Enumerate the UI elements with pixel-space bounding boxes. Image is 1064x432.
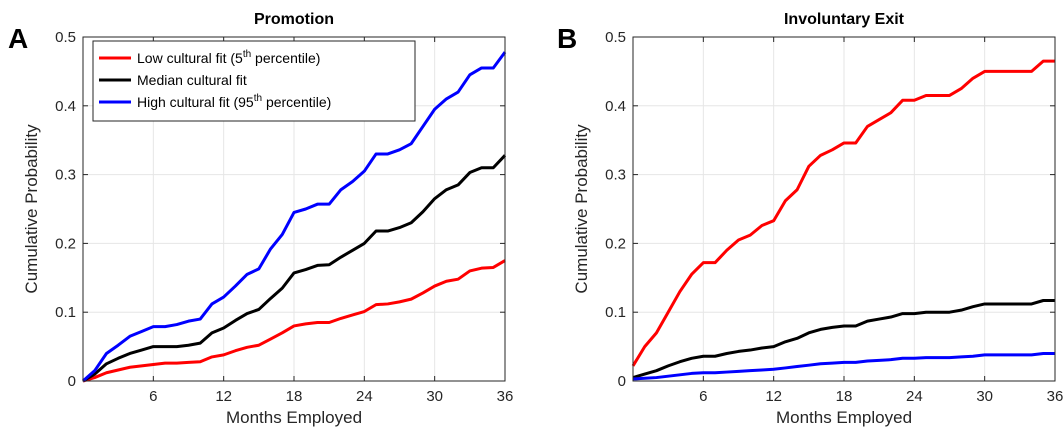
x-tick-label: 6 <box>699 388 707 405</box>
legend-entry: Median cultural fit <box>137 72 247 88</box>
x-tick-label: 18 <box>836 388 853 405</box>
series-line-3 <box>632 351 1055 381</box>
x-tick-label: 36 <box>497 388 514 405</box>
x-tick-label: 24 <box>906 388 923 405</box>
x-tick-label: 30 <box>976 388 993 405</box>
y-tick-label: 0.3 <box>605 167 626 184</box>
legend-box <box>92 40 416 122</box>
x-tick-label: 12 <box>215 388 232 405</box>
y-tick-label: 0.4 <box>55 98 76 115</box>
y-tick-label: 0.4 <box>605 98 626 115</box>
y-tick-label: 0.1 <box>55 304 76 321</box>
legend: Low cultural fit (5th percentile) Median … <box>92 40 416 122</box>
series-line-1 <box>631 59 1055 367</box>
y-tick-label: 0 <box>618 373 626 390</box>
y-tick-label: 0.2 <box>605 235 626 252</box>
panel-letter: A <box>8 23 28 54</box>
chart-panel-a: 6 12 18 24 30 36 0 0.1 0.2 0.3 0.4 0.5 Promotion A Mon… <box>8 11 513 427</box>
series-line-3 <box>82 51 507 383</box>
x-tick-label: 18 <box>286 388 303 405</box>
panel-letter: B <box>557 23 577 54</box>
x-tick-label: 36 <box>1047 388 1064 405</box>
series-line-2 <box>82 154 507 383</box>
y-tick-label: 0.3 <box>55 167 76 184</box>
x-tick-label: 24 <box>356 388 373 405</box>
x-tick-label: 30 <box>426 388 443 405</box>
y-tick-label: 0.5 <box>55 29 76 46</box>
y-axis-label: Cumulative Probability <box>572 124 591 294</box>
x-tick-label: 6 <box>149 388 157 405</box>
chart-panel-b: 6 12 18 24 30 36 0 0.1 0.2 0.3 0.4 0.5 Involuntary E… <box>557 11 1063 427</box>
y-axis-label: Cumulative Probability <box>22 124 41 294</box>
y-tick-label: 0.1 <box>605 304 626 321</box>
x-axis-label: Months Employed <box>226 408 362 427</box>
chart-title: Promotion <box>254 11 334 28</box>
x-tick-label: 12 <box>765 388 782 405</box>
chart-title: Involuntary Exit <box>784 11 905 28</box>
series-line-1 <box>82 259 506 383</box>
y-tick-label: 0.2 <box>55 235 76 252</box>
y-tick-label: 0.5 <box>605 29 626 46</box>
x-axis-label: Months Employed <box>776 408 912 427</box>
legend-entry: Low cultural fit (5th percentile) <box>137 49 320 66</box>
y-tick-label: 0 <box>68 373 76 390</box>
legend-entry: High cultural fit (95th percentile) <box>137 93 331 110</box>
series-line-2 <box>632 299 1055 379</box>
